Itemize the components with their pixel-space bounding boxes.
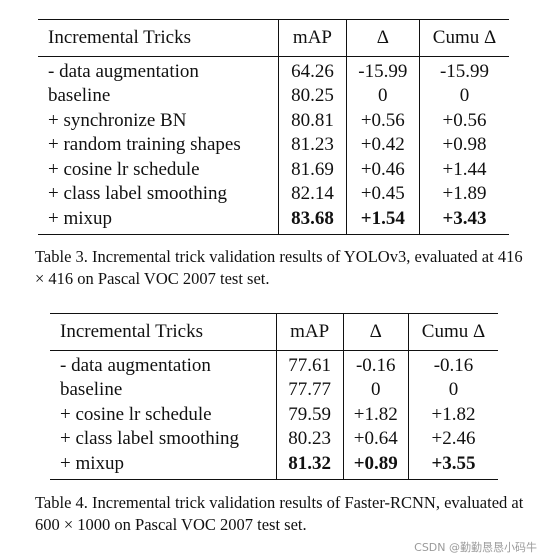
delta-cell: -0.16	[342, 350, 409, 378]
cumu-delta-cell: +0.56	[418, 108, 509, 133]
trick-cell: + synchronize BN	[48, 109, 187, 131]
table-row: + cosine lr schedule 81.69 +0.46 +1.44	[38, 157, 509, 182]
delta-cell: +0.42	[345, 133, 420, 158]
delta-cell: +0.89	[342, 451, 409, 480]
map-cell: 80.81	[278, 108, 347, 133]
table-4-caption: Table 4. Incremental trick validation re…	[35, 493, 524, 534]
delta-cell: +1.82	[342, 402, 409, 427]
map-cell: 81.32	[275, 451, 344, 480]
cumu-delta-cell: +0.98	[418, 133, 509, 158]
watermark: CSDN @勤勤恳恳小码牛	[414, 541, 537, 554]
trick-cell: baseline	[60, 379, 123, 400]
table-row: baseline 77.77 0 0	[50, 378, 498, 403]
table-row: + class label smoothing 82.14 +0.45 +1.8…	[38, 182, 509, 207]
cumu-delta-cell: 0	[418, 84, 509, 109]
table-row: + mixup 83.68 +1.54 +3.43	[38, 206, 509, 235]
delta-cell: 0	[345, 84, 420, 109]
map-cell: 77.77	[275, 378, 344, 403]
trick-cell: + class label smoothing	[48, 183, 228, 204]
delta-cell: 0	[342, 378, 409, 403]
table-header-row: Incremental Tricks mAP Δ Cumu Δ	[38, 19, 509, 56]
delta-cell: +0.46	[345, 157, 420, 182]
trick-cell: + random training shapes	[48, 134, 241, 155]
map-cell: 79.59	[275, 402, 344, 427]
header-cumu-delta: Cumu Δ	[407, 313, 498, 350]
cumu-delta-cell: +2.46	[407, 427, 498, 452]
header-cumu-delta: Cumu Δ	[418, 19, 509, 56]
delta-cell: -15.99	[345, 56, 420, 84]
header-delta: Δ	[342, 313, 409, 350]
table-row: baseline 80.25 0 0	[38, 84, 509, 109]
map-cell: 64.26	[278, 56, 347, 84]
trick-cell: + class label smoothing	[60, 428, 240, 449]
cumu-delta-cell: 0	[407, 378, 498, 403]
trick-cell: + mixup	[60, 452, 125, 474]
header-incremental-tricks: Incremental Tricks	[48, 27, 192, 48]
table-row: + mixup 81.32 +0.89 +3.55	[50, 451, 498, 480]
cumu-delta-cell: +1.82	[407, 402, 498, 427]
cumu-delta-cell: -0.16	[407, 350, 498, 378]
map-cell: 82.14	[278, 182, 347, 207]
map-cell: 83.68	[278, 206, 347, 235]
header-delta: Δ	[345, 19, 420, 56]
trick-cell: - data augmentation	[48, 60, 199, 82]
table-4: Incremental Tricks mAP Δ Cumu Δ - data a…	[50, 313, 498, 480]
table-row: + synchronize BN 80.81 +0.56 +0.56	[38, 108, 509, 133]
table-row: + random training shapes 81.23 +0.42 +0.…	[38, 133, 509, 158]
trick-cell: + cosine lr schedule	[60, 403, 212, 425]
table-header-row: Incremental Tricks mAP Δ Cumu Δ	[50, 313, 498, 350]
cumu-delta-cell: +3.43	[418, 206, 509, 235]
trick-cell: - data augmentation	[60, 354, 211, 376]
table-row: - data augmentation 77.61 -0.16 -0.16	[50, 350, 498, 378]
cumu-delta-cell: +1.44	[418, 157, 509, 182]
table-3-caption: Table 3. Incremental trick validation re…	[35, 247, 523, 288]
table-3: Incremental Tricks mAP Δ Cumu Δ - data a…	[38, 19, 509, 235]
table-row: + class label smoothing 80.23 +0.64 +2.4…	[50, 427, 498, 452]
header-map: mAP	[278, 19, 347, 56]
map-cell: 77.61	[275, 350, 344, 378]
trick-cell: baseline	[48, 85, 111, 106]
cumu-delta-cell: +3.55	[407, 451, 498, 480]
table-row: + cosine lr schedule 79.59 +1.82 +1.82	[50, 402, 498, 427]
map-cell: 80.23	[275, 427, 344, 452]
header-incremental-tricks: Incremental Tricks	[60, 321, 204, 342]
map-cell: 80.25	[278, 84, 347, 109]
trick-cell: + cosine lr schedule	[48, 158, 200, 180]
table-row: - data augmentation 64.26 -15.99 -15.99	[38, 56, 509, 84]
map-cell: 81.23	[278, 133, 347, 158]
delta-cell: +0.56	[345, 108, 420, 133]
header-map: mAP	[275, 313, 344, 350]
trick-cell: + mixup	[48, 207, 113, 229]
delta-cell: +1.54	[345, 206, 420, 235]
delta-cell: +0.64	[342, 427, 409, 452]
cumu-delta-cell: -15.99	[418, 56, 509, 84]
cumu-delta-cell: +1.89	[418, 182, 509, 207]
map-cell: 81.69	[278, 157, 347, 182]
delta-cell: +0.45	[345, 182, 420, 207]
